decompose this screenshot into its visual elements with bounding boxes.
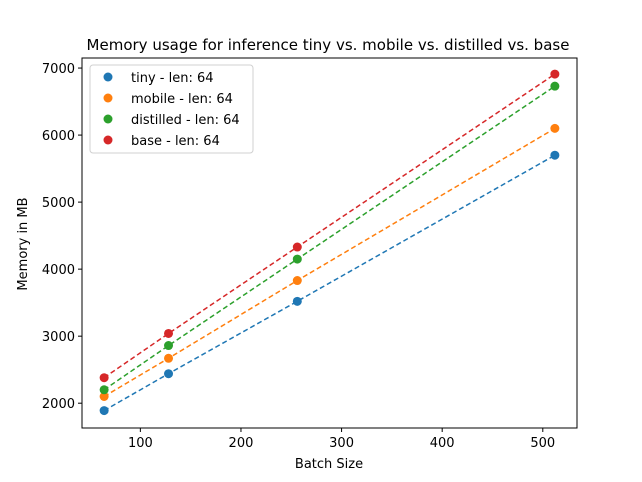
data-point	[164, 369, 174, 379]
legend-marker	[103, 114, 113, 124]
data-point	[164, 328, 174, 338]
legend-label: tiny - len: 64	[131, 71, 214, 86]
series-line-3	[103, 73, 556, 379]
data-point	[99, 406, 109, 416]
data-point	[164, 341, 174, 351]
data-point	[550, 150, 560, 160]
y-tick-label: 4000	[42, 263, 75, 278]
data-point	[99, 385, 109, 395]
legend-label: distilled - len: 64	[131, 113, 240, 128]
x-tick-label: 400	[430, 436, 455, 451]
y-tick-label: 6000	[42, 129, 75, 144]
x-tick-label: 200	[229, 436, 254, 451]
data-point	[292, 242, 302, 252]
data-point	[550, 81, 560, 91]
series-line-2	[103, 85, 556, 391]
y-tick-label: 2000	[42, 397, 75, 412]
data-point	[99, 391, 109, 401]
y-tick-label: 5000	[42, 196, 75, 211]
legend: tiny - len: 64 mobile - len: 64 distilled …	[89, 64, 254, 154]
data-point	[550, 69, 560, 79]
x-tick-label: 500	[530, 436, 555, 451]
axis-ticks: 100 200 300 400 500 2000 3000 4000 5000 6000 7000	[42, 62, 555, 451]
y-tick-label: 7000	[42, 62, 75, 77]
x-axis-label: Batch Size	[295, 457, 363, 472]
data-point	[292, 276, 302, 286]
legend-box	[89, 64, 254, 154]
legend-label: mobile - len: 64	[131, 92, 233, 107]
legend-marker	[103, 135, 113, 145]
data-point	[99, 373, 109, 383]
axes-frame	[81, 57, 578, 429]
data-point	[292, 254, 302, 264]
data-point	[292, 296, 302, 306]
legend-marker	[103, 72, 113, 82]
data-point	[164, 353, 174, 363]
x-tick-label: 300	[329, 436, 354, 451]
y-tick-label: 3000	[42, 330, 75, 345]
plot-content	[99, 69, 560, 416]
legend-label: base - len: 64	[131, 134, 220, 149]
x-tick-label: 100	[128, 436, 153, 451]
y-axis-label: Memory in MB	[16, 197, 31, 290]
chart-title: Memory usage for inference tiny vs. mobi…	[87, 36, 570, 54]
legend-marker	[103, 93, 113, 103]
data-point	[550, 123, 560, 133]
series-line-0	[103, 154, 556, 412]
